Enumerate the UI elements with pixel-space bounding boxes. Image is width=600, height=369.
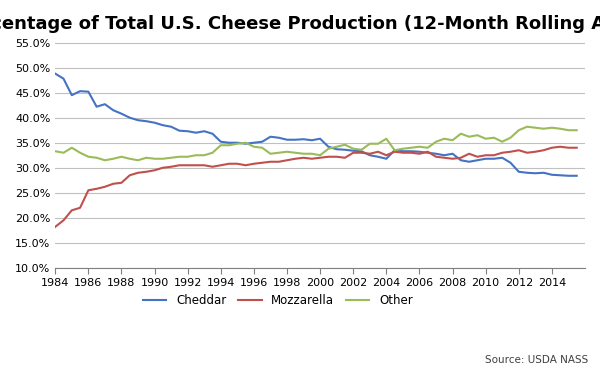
Other <box>573 128 580 132</box>
Other <box>391 148 398 152</box>
Other <box>317 153 324 158</box>
Text: Source: USDA NASS: Source: USDA NASS <box>485 355 588 365</box>
Mozzarella <box>52 225 59 229</box>
Mozzarella <box>557 145 564 149</box>
Mozzarella <box>383 153 390 158</box>
Line: Cheddar: Cheddar <box>55 74 577 176</box>
Legend: Cheddar, Mozzarella, Other: Cheddar, Mozzarella, Other <box>138 290 418 312</box>
Mozzarella <box>267 159 274 164</box>
Other <box>101 158 109 162</box>
Cheddar <box>565 173 572 178</box>
Mozzarella <box>391 149 398 154</box>
Other <box>399 146 406 151</box>
Other <box>350 146 357 151</box>
Line: Other: Other <box>55 127 577 160</box>
Cheddar <box>341 148 349 152</box>
Other <box>523 124 530 129</box>
Mozzarella <box>573 145 580 150</box>
Cheddar <box>308 138 316 142</box>
Other <box>52 149 59 154</box>
Cheddar <box>383 156 390 161</box>
Cheddar <box>52 72 59 76</box>
Mozzarella <box>341 155 349 160</box>
Cheddar <box>118 111 125 116</box>
Mozzarella <box>118 180 125 185</box>
Line: Mozzarella: Mozzarella <box>55 147 577 227</box>
Title: Percentage of Total U.S. Cheese Production (12-Month Rolling Average): Percentage of Total U.S. Cheese Producti… <box>0 15 600 33</box>
Other <box>126 156 133 161</box>
Other <box>275 151 283 155</box>
Cheddar <box>573 173 580 178</box>
Mozzarella <box>308 156 316 161</box>
Cheddar <box>267 135 274 139</box>
Cheddar <box>391 148 398 152</box>
